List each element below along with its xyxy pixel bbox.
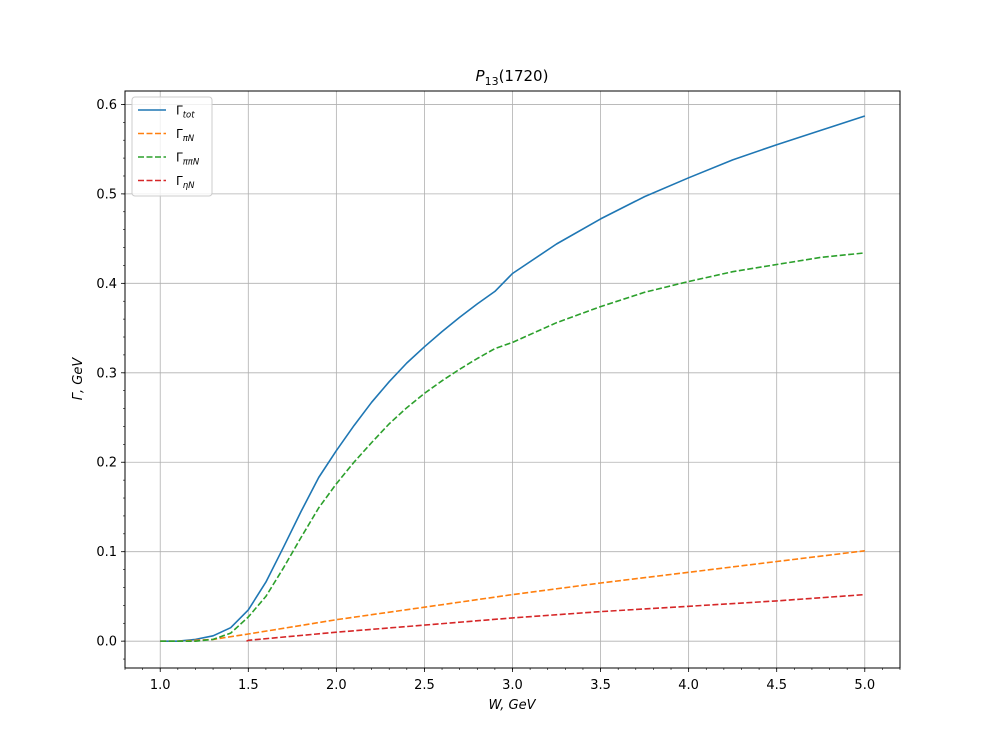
legend-label: Γtot xyxy=(176,104,195,121)
legend-box xyxy=(131,96,213,197)
series-line-ηN xyxy=(246,593,865,642)
series-line-tot xyxy=(160,115,866,643)
y-tick-label: 0.2 xyxy=(96,456,117,471)
legend-label: ΓππN xyxy=(176,151,200,168)
x-tick-label: 1.5 xyxy=(238,678,259,693)
axes: 1.0 1.5 2.0 2.5 3.0 3.5 4.0 4.5 5.0 0.0 0.1 0.2 0.3 0… xyxy=(96,98,901,693)
x-tick-label: 4.0 xyxy=(678,678,699,693)
x-tick-label: 2.5 xyxy=(414,678,435,693)
x-tick-label: 2.0 xyxy=(326,678,347,693)
x-axis-label: W, GeV xyxy=(488,698,536,713)
series-line-πN xyxy=(160,550,865,643)
legend: Γtot ΓπN ΓππN ΓηN xyxy=(131,96,213,197)
chart-title: P13(1720) xyxy=(476,67,549,88)
legend-label: ΓπN xyxy=(176,127,195,144)
series-line-ππN xyxy=(160,252,865,643)
plot-lines xyxy=(160,115,866,643)
y-tick-label: 0.5 xyxy=(96,187,117,202)
y-tick-label: 0.4 xyxy=(96,277,117,292)
y-tick-label: 0.0 xyxy=(96,635,117,650)
y-tick-label: 0.3 xyxy=(96,366,117,381)
x-tick-label: 3.0 xyxy=(502,678,523,693)
y-axis-label: Γ, GeV xyxy=(71,357,86,401)
grid xyxy=(125,91,900,668)
x-tick-label: 1.0 xyxy=(150,678,171,693)
x-tick-label: 4.5 xyxy=(766,678,787,693)
x-tick-label: 5.0 xyxy=(854,678,875,693)
legend-label: ΓηN xyxy=(176,174,195,191)
y-tick-label: 0.6 xyxy=(96,98,117,113)
x-tick-label: 3.5 xyxy=(590,678,611,693)
plot-frame xyxy=(124,90,901,669)
y-tick-label: 0.1 xyxy=(96,545,117,560)
